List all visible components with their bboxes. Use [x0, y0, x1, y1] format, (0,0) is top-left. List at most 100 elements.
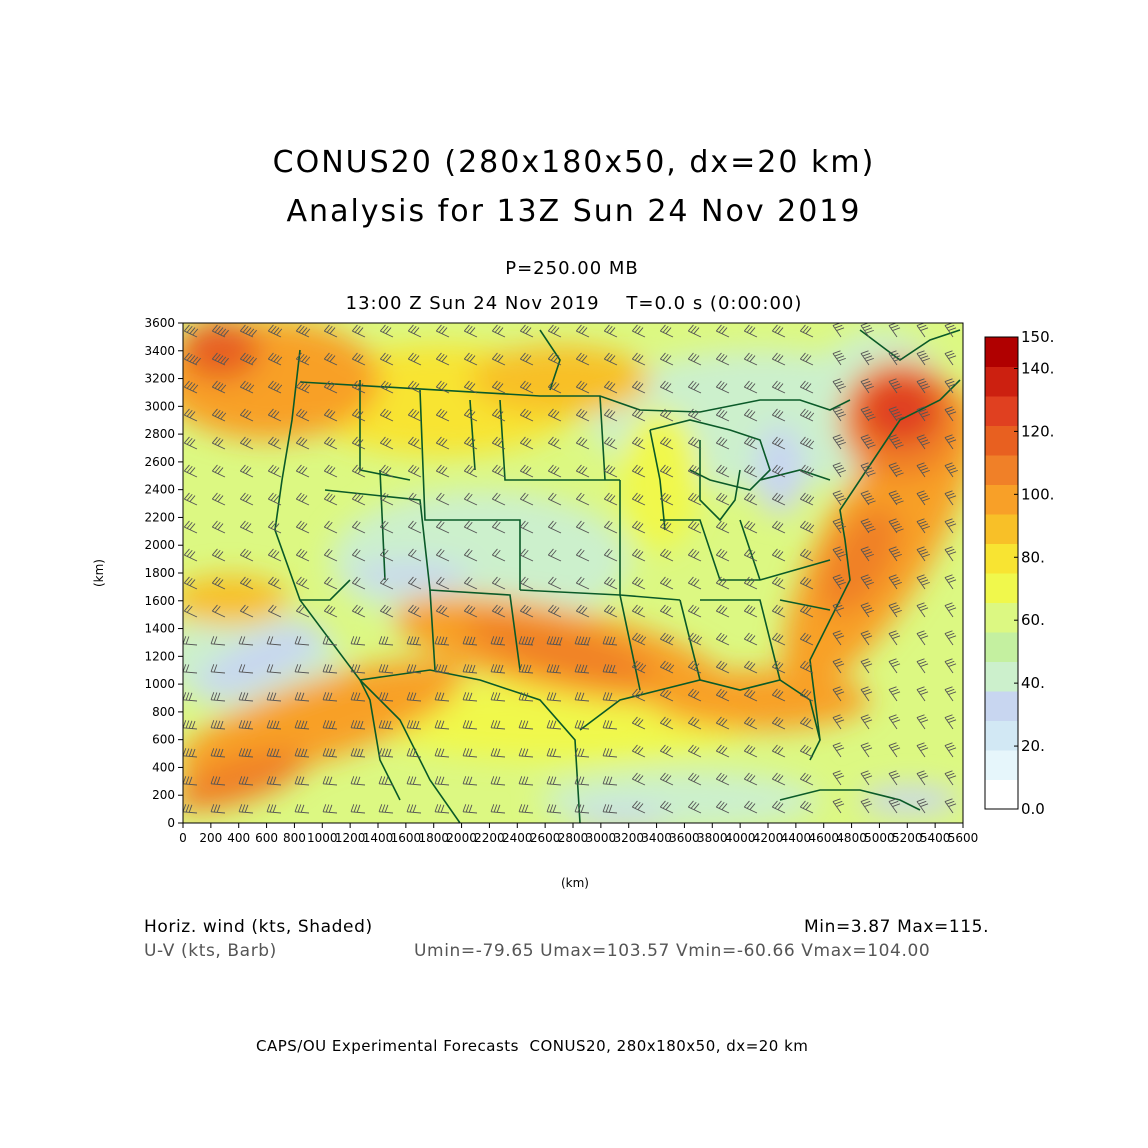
- wind-barb: [574, 776, 590, 786]
- wind-barb: [715, 520, 730, 534]
- wind-barb: [239, 408, 254, 422]
- colorbar-swatch: [985, 543, 1018, 574]
- wind-barb: [183, 492, 198, 506]
- wind-barb: [183, 520, 198, 534]
- wind-barb: [603, 352, 618, 366]
- wind-barb: [378, 748, 394, 758]
- wind-barb: [631, 436, 646, 450]
- wind-barb: [238, 636, 254, 646]
- valid-time-label: 13:00 Z Sun 24 Nov 2019 T=0.0 s (0:00:00…: [345, 293, 803, 314]
- wind-barb: [575, 576, 590, 590]
- wind-barb: [518, 776, 534, 786]
- wind-barb: [210, 776, 226, 786]
- wind-barb: [463, 324, 478, 338]
- wind-barb: [860, 770, 873, 786]
- wind-barb: [406, 692, 422, 702]
- wind-barb: [603, 576, 618, 590]
- colorbar-swatch: [985, 425, 1018, 456]
- wind-barb: [519, 576, 534, 590]
- wind-barb: [547, 576, 562, 590]
- wind-barb: [687, 632, 703, 646]
- wind-barb: [860, 630, 873, 646]
- wind-barb: [743, 324, 758, 338]
- y-tick-label: 1600: [144, 594, 175, 608]
- wind-barb: [575, 464, 590, 478]
- colorbar-swatch: [985, 573, 1018, 603]
- y-tick-label: 1800: [144, 566, 175, 580]
- wind-barb: [435, 380, 450, 394]
- wind-barb: [602, 720, 618, 730]
- wind-barb: [435, 604, 450, 618]
- wind-barb: [463, 436, 478, 450]
- wind-barb: [546, 692, 562, 702]
- wind-barb: [631, 408, 646, 422]
- wind-barb: [771, 520, 786, 534]
- wind-barb: [916, 574, 930, 590]
- wind-barb: [406, 664, 422, 674]
- wind-barb: [799, 688, 814, 702]
- colorbar-swatch: [985, 337, 1018, 367]
- wind-barb: [546, 776, 562, 786]
- wind-barb: [832, 770, 845, 786]
- wind-barb: [266, 664, 282, 674]
- wind-barb: [687, 604, 702, 618]
- y-tick-label: 1400: [144, 622, 175, 636]
- wind-barb: [574, 692, 590, 702]
- wind-barb: [519, 464, 534, 478]
- wind-barb: [832, 714, 845, 730]
- wind-barb: [659, 464, 674, 478]
- wind-barb: [743, 408, 758, 422]
- y-tick-label: 1000: [144, 677, 175, 691]
- wind-barb: [715, 408, 730, 422]
- wind-barb: [518, 664, 534, 674]
- wind-barb: [916, 770, 929, 786]
- wind-barb: [631, 772, 646, 786]
- wind-barb: [771, 464, 786, 478]
- y-tick-label: 2000: [144, 538, 175, 552]
- x-tick-label: 2400: [502, 831, 533, 845]
- wind-barb: [944, 406, 957, 422]
- wind-barb: [351, 548, 366, 562]
- wind-barb: [687, 464, 702, 478]
- wind-barb: [575, 352, 590, 366]
- wind-barb: [944, 798, 957, 814]
- wind-barb: [860, 462, 876, 478]
- wind-barb: [916, 686, 929, 702]
- wind-barb: [832, 630, 845, 646]
- x-tick-label: 2000: [446, 831, 477, 845]
- wind-barb: [603, 464, 618, 478]
- wind-barb: [743, 660, 758, 674]
- y-tick-label: 600: [152, 733, 175, 747]
- x-tick-label: 0: [179, 831, 187, 845]
- wind-barb: [351, 380, 366, 394]
- wind-barb: [350, 804, 366, 814]
- wind-barb: [832, 574, 846, 590]
- wind-barb: [860, 686, 873, 702]
- wind-barb: [322, 692, 338, 702]
- wind-barb: [631, 632, 647, 646]
- wind-barb: [574, 664, 590, 674]
- wind-barb: [323, 436, 338, 450]
- x-tick-label: 400: [227, 831, 250, 845]
- wind-barb: [888, 658, 901, 674]
- x-tick-label: 5400: [920, 831, 951, 845]
- wind-barb: [687, 772, 702, 786]
- wind-barb: [659, 632, 675, 646]
- wind-barb: [715, 744, 730, 758]
- wind-barb: [860, 434, 876, 450]
- wind-barb: [183, 352, 201, 366]
- y-axis-label: (km): [92, 559, 106, 587]
- wind-barb: [687, 324, 702, 338]
- wind-barb: [239, 520, 254, 534]
- wind-barb: [491, 548, 506, 562]
- wind-barb: [944, 770, 957, 786]
- wind-barb: [574, 748, 590, 758]
- wind-barb: [463, 492, 478, 506]
- wind-barb: [832, 658, 845, 674]
- wind-barb: [743, 576, 758, 590]
- wind-barb: [771, 688, 786, 702]
- wind-barb: [266, 636, 282, 646]
- y-axis: 0 200 400 600 800 1000 1200 1400 1600 1800 2000 220…: [144, 316, 183, 830]
- wind-barbs: [183, 323, 958, 814]
- wind-barb: [239, 464, 254, 478]
